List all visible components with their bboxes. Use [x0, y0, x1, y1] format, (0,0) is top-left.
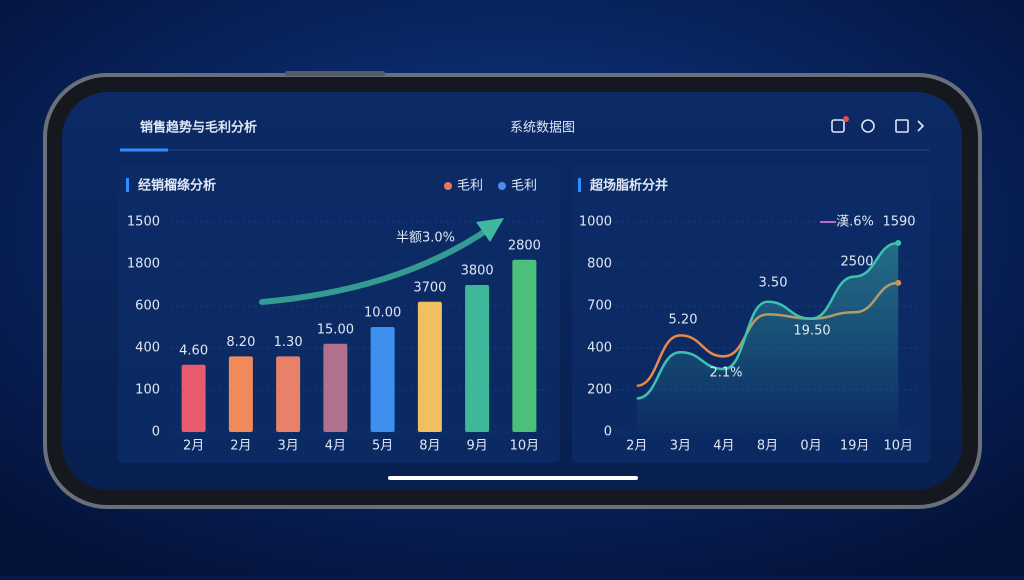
x-tick-label: 19月 — [840, 439, 870, 454]
y-tick-label: 800 — [587, 257, 612, 272]
x-tick-label: 8月 — [419, 439, 440, 454]
bar — [465, 285, 490, 432]
header-badge: 系统数据图 — [510, 121, 575, 136]
value-label: 1.30 — [274, 335, 303, 350]
x-tick-label: 3月 — [277, 439, 298, 454]
value-label: 4.60 — [179, 343, 208, 358]
x-tick-label: 4月 — [713, 439, 734, 454]
value-label: 10.00 — [364, 306, 401, 321]
header-icons[interactable] — [831, 116, 925, 133]
y-tick-label: 1000 — [579, 215, 612, 230]
x-tick-label: 2月 — [626, 439, 647, 454]
y-tick-label: 600 — [135, 299, 160, 314]
y-tick-label: 400 — [587, 341, 612, 356]
panel-marker — [578, 178, 581, 192]
panel — [118, 165, 560, 463]
y-tick-label: 1800 — [127, 257, 160, 272]
bar — [323, 343, 348, 432]
y-tick-label: 200 — [587, 383, 612, 398]
annotation: 19.50 — [793, 324, 830, 339]
x-tick-label: 9月 — [466, 439, 487, 454]
y-tick-label: 100 — [135, 383, 160, 398]
export-icon[interactable] — [895, 119, 909, 133]
annotation: 2.1% — [709, 366, 742, 381]
value-label: 2800 — [508, 238, 541, 253]
x-tick-label: 5月 — [372, 439, 393, 454]
share-icon[interactable] — [831, 119, 845, 133]
bar — [181, 364, 206, 432]
end-point — [895, 240, 902, 246]
bar — [370, 327, 395, 432]
bar — [512, 259, 537, 432]
trend-arrow — [259, 225, 493, 305]
trend-arrowhead — [476, 218, 504, 242]
value-label: 15.00 — [317, 322, 354, 337]
annotation: 漢.6% — [836, 215, 874, 230]
legend-swatch — [444, 182, 452, 190]
x-tick-label: 4月 — [325, 439, 346, 454]
y-tick-label: 1500 — [127, 215, 160, 230]
annotation: 1590 — [882, 215, 915, 230]
search-icon[interactable] — [861, 119, 875, 133]
x-tick-label: 3月 — [670, 439, 691, 454]
annotation: 半额3.0% — [396, 231, 455, 246]
bar — [276, 356, 301, 432]
x-tick-label: 0月 — [800, 439, 821, 454]
x-tick-label: 2月 — [183, 439, 204, 454]
value-label: 3800 — [461, 264, 494, 279]
notification-dot — [843, 116, 849, 122]
annotation: 3.50 — [759, 276, 788, 291]
annotation: 2500 — [840, 255, 873, 270]
value-label: 3700 — [413, 280, 446, 295]
legend-label: 毛利 — [511, 179, 537, 194]
y-tick-label: 700 — [587, 299, 612, 314]
x-tick-label: 8月 — [757, 439, 778, 454]
x-tick-label: 10月 — [883, 439, 913, 454]
area — [636, 243, 899, 432]
panel-marker — [126, 178, 129, 192]
bar — [228, 356, 253, 432]
x-tick-label: 10月 — [510, 439, 540, 454]
line — [636, 241, 899, 400]
bar — [417, 301, 442, 432]
chart-title: 超场脂析分并 — [590, 178, 668, 194]
y-tick-label: 0 — [152, 425, 160, 440]
next-icon[interactable] — [917, 120, 925, 132]
legend-label: 毛利 — [457, 179, 483, 194]
annotation: 5.20 — [669, 313, 698, 328]
y-tick-label: 0 — [604, 425, 612, 440]
home-indicator — [388, 476, 638, 480]
chart-title: 经销榴绦分析 — [138, 178, 216, 194]
x-tick-label: 2月 — [230, 439, 251, 454]
value-label: 8.20 — [226, 335, 255, 350]
phone-button — [285, 71, 385, 76]
header-title: 销售趋势与毛利分析 — [140, 120, 257, 136]
legend-swatch — [498, 182, 506, 190]
y-tick-label: 400 — [135, 341, 160, 356]
